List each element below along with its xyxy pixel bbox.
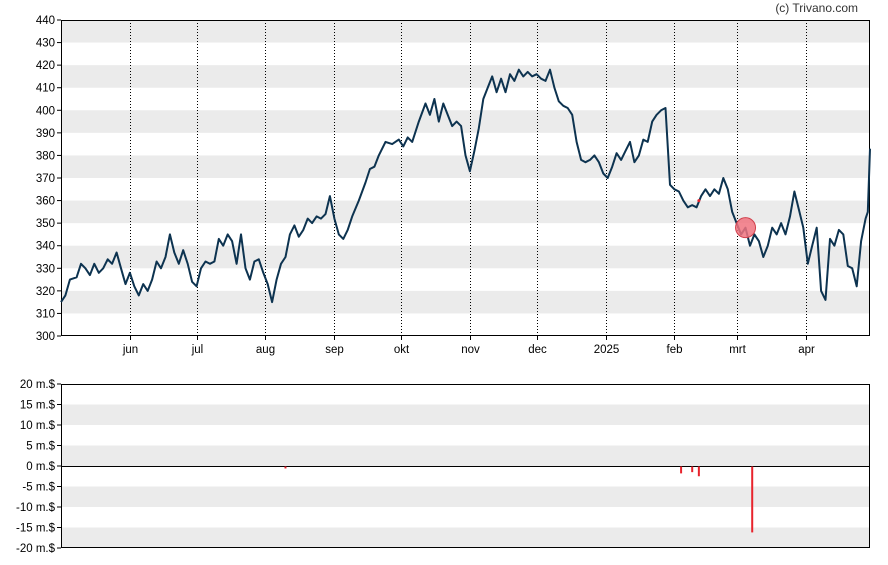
volume-panel: 20 m.$ 15 m.$ 10 m.$ 5 m.$ 0 m.$ -5 m.$ -10 m.… [16, 379, 870, 555]
grid-band [61, 65, 870, 88]
x-tick-label: dec [528, 344, 547, 356]
y-tick-label: 320 [36, 286, 55, 298]
event-marker[interactable] [735, 217, 757, 239]
volume-bar [751, 466, 754, 533]
y-tick-label: 380 [36, 150, 55, 162]
grid-band [61, 527, 870, 548]
x-tick-label: apr [798, 344, 815, 356]
y-tick-label: 15 m.$ [20, 400, 56, 412]
y-tick-label: 340 [36, 241, 55, 253]
y-tick-label: 300 [36, 331, 55, 343]
grid-band [61, 20, 870, 43]
x-tick-label: jun [122, 344, 138, 356]
y-tick-label: 390 [36, 128, 55, 140]
grid-band [61, 245, 870, 269]
y-tick-label: 10 m.$ [20, 420, 56, 432]
x-tick-label: jul [191, 344, 204, 356]
y-tick-label: -5 m.$ [22, 482, 55, 494]
volume-bar [284, 466, 287, 469]
x-tick-label: feb [667, 344, 683, 356]
y-tick-label: 370 [36, 173, 55, 185]
y-tick-label: 330 [36, 263, 55, 275]
grid-band [61, 110, 870, 133]
y-tick-label: 350 [36, 218, 55, 230]
y-tick-label: 310 [36, 308, 55, 320]
y-tick-label: 360 [36, 196, 55, 208]
volume-bar [680, 466, 683, 474]
x-tick-label: sep [325, 344, 344, 356]
x-tick-label: mrt [729, 344, 746, 356]
y-tick-label: 410 [36, 83, 55, 95]
volume-bar [697, 466, 700, 477]
grid-band [61, 486, 870, 507]
grid-band [61, 404, 870, 425]
y-tick-label: 430 [36, 38, 55, 50]
x-tick-label: aug [256, 344, 275, 356]
grid-band [61, 200, 870, 224]
volume-bar [691, 466, 694, 473]
y-tick-label: 420 [36, 60, 55, 72]
x-tick-label: nov [461, 344, 480, 356]
plot-frame [61, 384, 870, 548]
y-tick-label: -20 m.$ [16, 543, 56, 555]
y-tick-label: 400 [36, 105, 55, 117]
y-tick-label: 5 m.$ [26, 441, 55, 453]
grid-band [61, 445, 870, 466]
grid-band [61, 290, 870, 314]
y-tick-label: 440 [36, 15, 55, 27]
y-tick-label: 0 m.$ [26, 461, 55, 473]
y-tick-label: -10 m.$ [16, 502, 56, 514]
x-tick-label: okt [394, 344, 410, 356]
event-dot [697, 199, 701, 203]
price-panel: jun jul aug sep okt nov dec 2025 feb mrt apr 300 310… [36, 15, 871, 356]
x-tick-label: 2025 [594, 344, 620, 356]
y-tick-label: -15 m.$ [16, 523, 56, 535]
credit-label: (c) Trivano.com [775, 1, 858, 15]
y-tick-label: 20 m.$ [20, 379, 56, 391]
